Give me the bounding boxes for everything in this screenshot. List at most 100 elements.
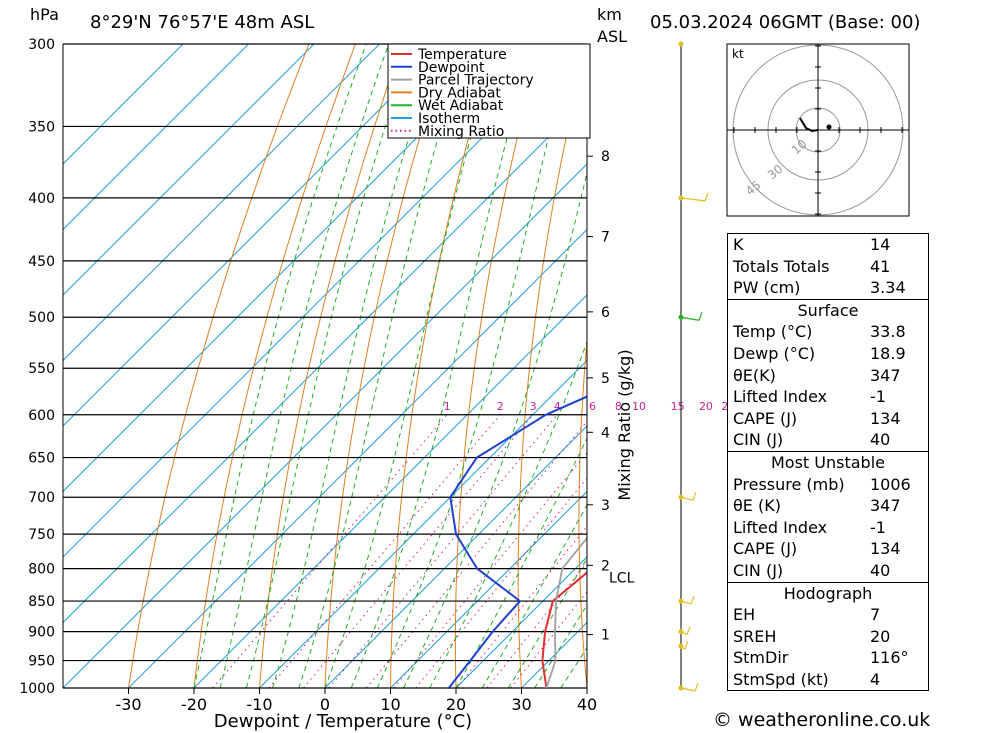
pressure-tick-label: 500 <box>28 310 55 326</box>
pressure-tick-label: 900 <box>28 625 55 641</box>
indices-table: K 14 Totals Totals 41 PW (cm) 3.34 Surface Te… <box>727 233 929 692</box>
index-value: 1006 <box>870 474 911 494</box>
temperature-tick-label: 20 <box>446 695 466 714</box>
temperature-tick-label: -30 <box>115 695 141 714</box>
pressure-unit: hPa <box>30 5 59 24</box>
wet-adiabat-line <box>350 44 533 688</box>
index-value: 116° <box>870 648 909 668</box>
general-indices: K 14 Totals Totals 41 PW (cm) 3.34 <box>728 234 928 299</box>
index-row: θE (K) 347 <box>728 495 928 517</box>
storm-motion-dot <box>826 124 832 130</box>
isotherm-line <box>63 97 587 624</box>
isotherm-line <box>324 425 587 688</box>
hodograph-indices: EH 7 SREH 20 StmDir 116° StmSpd (kt) 4 <box>728 604 928 690</box>
index-value: 3.34 <box>870 278 906 298</box>
isotherm-line <box>63 44 511 493</box>
mixing-ratio-label: 3 <box>530 400 537 413</box>
pressure-tick-label: 300 <box>28 37 55 53</box>
index-row: Pressure (mb) 1006 <box>728 474 928 496</box>
pressure-tick-label: 750 <box>28 527 55 543</box>
index-label: CIN (J) <box>733 430 784 450</box>
index-row: CAPE (J) 134 <box>728 408 928 430</box>
isotherm-line <box>390 490 587 688</box>
wet-adiabat-line <box>429 340 587 688</box>
most-unstable-indices: Pressure (mb) 1006 θE (K) 347 Lifted Index -1… <box>728 474 928 582</box>
hodograph-trace <box>799 117 819 133</box>
index-value: 18.9 <box>870 343 906 363</box>
index-label: K <box>733 235 744 254</box>
temperature-tick-label: 40 <box>577 695 597 714</box>
index-label: Temp (°C) <box>733 322 813 342</box>
isotherm-line <box>128 228 587 688</box>
wind-barb-staff <box>680 631 688 636</box>
temperature-line <box>541 571 587 688</box>
isotherm-line <box>63 44 184 165</box>
mixing-ratio-label: 20 <box>699 400 713 413</box>
km-tick-label: 4 <box>601 425 610 441</box>
wet-adiabat-line <box>193 44 367 688</box>
index-value: 134 <box>870 408 901 428</box>
site-credit[interactable]: © weatheronline.co.uk <box>713 709 931 731</box>
legend-entry: Parcel Trajectory <box>418 73 534 89</box>
temperature-tick-label: -10 <box>246 695 272 714</box>
index-value: 347 <box>870 496 901 516</box>
wind-barb-staff <box>680 496 694 501</box>
wind-barb-staff <box>680 645 686 650</box>
mixing-ratio-label: 8 <box>615 400 622 413</box>
legend-entry: Wet Adiabat <box>418 98 504 114</box>
dewpoint-line <box>448 395 587 688</box>
isotherm-line <box>259 359 587 688</box>
wind-barb-flag <box>704 192 709 202</box>
asl-label: ASL <box>597 27 628 46</box>
index-label: Dewp (°C) <box>733 343 816 363</box>
index-row: Temp (°C) 33.8 <box>728 321 928 343</box>
dry-adiabat-line <box>695 44 727 688</box>
pressure-tick-label: 650 <box>28 451 55 467</box>
pressure-tick-label: 450 <box>28 254 55 270</box>
hodograph-title: Hodograph <box>728 581 928 605</box>
isotherm-line <box>63 163 587 688</box>
wind-barb-staff <box>680 600 692 605</box>
x-axis-label: Dewpoint / Temperature (°C) <box>214 711 472 732</box>
wind-barb-staff <box>680 197 706 202</box>
mixing-ratio-line <box>456 525 587 688</box>
index-label: θE (K) <box>733 496 781 516</box>
station-location: 8°29'N 76°57'E 48m ASL <box>90 12 315 33</box>
pressure-tick-label: 1000 <box>19 681 55 697</box>
mixing-ratio-line <box>415 477 587 688</box>
legend-entry: Temperature <box>417 47 507 63</box>
index-value: 134 <box>870 539 901 559</box>
index-label: Pressure (mb) <box>733 474 845 494</box>
index-row: StmSpd (kt) 4 <box>728 669 928 691</box>
dry-adiabat-line <box>324 44 449 688</box>
index-row: CIN (J) 40 <box>728 560 928 582</box>
wind-barb-flag <box>684 641 689 650</box>
index-value: 40 <box>870 560 891 580</box>
index-value: 20 <box>870 626 891 646</box>
km-tick-label: 1 <box>601 628 610 644</box>
mixing-ratio-label: 2 <box>497 400 504 413</box>
index-value: 40 <box>870 430 891 450</box>
pressure-tick-label: 550 <box>28 361 55 377</box>
index-row: Lifted Index -1 <box>728 386 928 408</box>
index-row: θE(K) 347 <box>728 365 928 387</box>
pressure-tick-label: 800 <box>28 562 55 578</box>
km-tick-label: 7 <box>601 230 610 246</box>
parcel-trajectory-line <box>545 536 587 688</box>
index-row: EH 7 <box>728 604 928 626</box>
surface-title: Surface <box>728 298 928 322</box>
wind-barb-flag <box>690 595 695 605</box>
wet-adiabat-line <box>219 44 390 688</box>
isotherm-line <box>63 44 315 296</box>
wet-adiabat-line <box>455 437 587 688</box>
mixing-ratio-line <box>303 414 534 688</box>
wind-barb-staff <box>680 316 700 321</box>
temperature-tick-label: 30 <box>511 695 531 714</box>
temperature-tick-label: -20 <box>181 695 207 714</box>
index-value: 7 <box>870 605 881 625</box>
pressure-tick-label: 850 <box>28 594 55 610</box>
index-row: CAPE (J) 134 <box>728 538 928 560</box>
wind-barb-flag <box>686 626 691 635</box>
isotherm-line <box>455 556 587 688</box>
